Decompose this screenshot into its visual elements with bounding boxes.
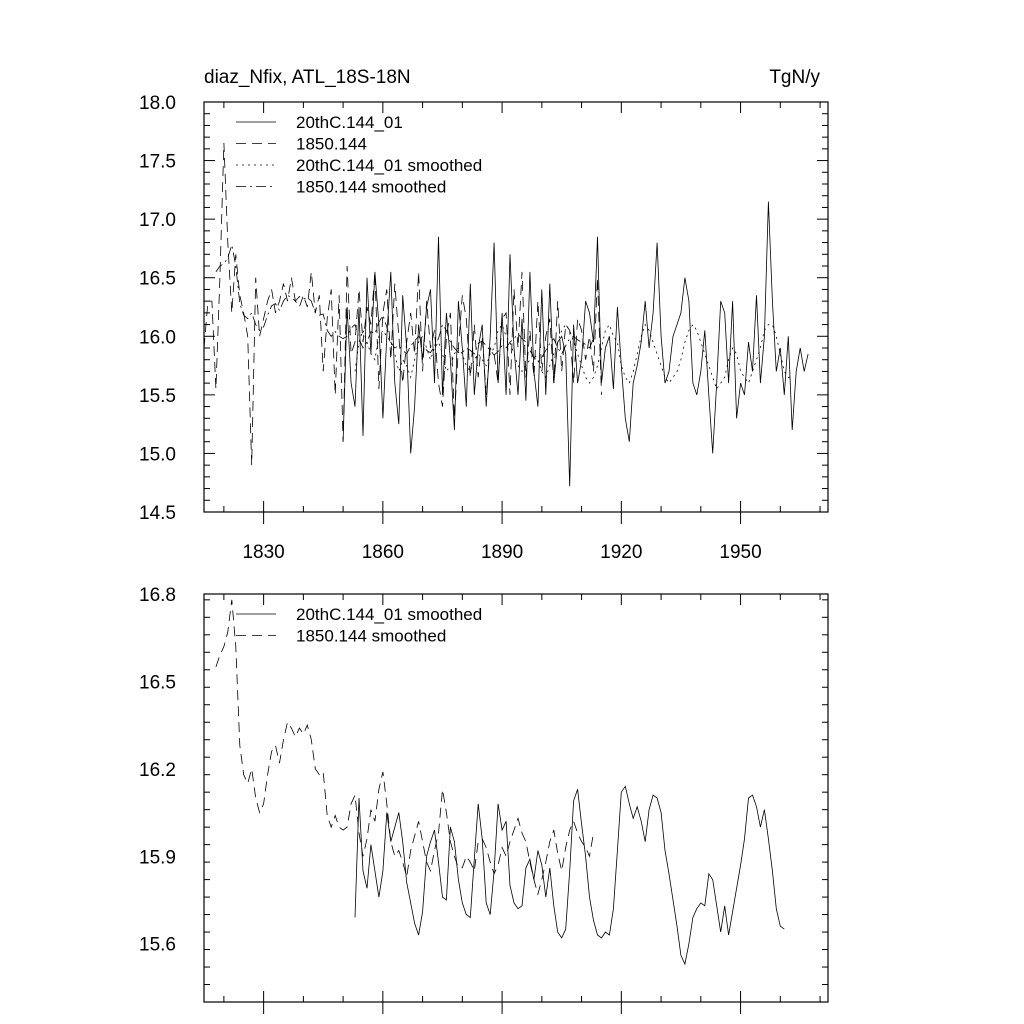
bottom-y-tick-label: 15.6 [139,935,176,956]
top-y-tick-label: 17.5 [139,152,176,173]
top-x-tick-label: 1920 [600,542,642,563]
bottom-series-20thc-144-01-smoothed [354,785,785,966]
bottom-plot-frame [203,593,829,1003]
top-x-tick-label: 1860 [362,542,404,563]
top-y-tick-label: 15.0 [139,444,176,465]
top-x-tick-label: 1890 [481,542,523,563]
top-legend-label: 1850.144 smoothed [296,178,446,197]
bottom-y-tick-label: 16.8 [139,585,176,606]
top-y-tick-label: 18.0 [139,93,176,114]
bottom-y-tick-label: 16.2 [139,760,176,781]
bottom-legend-label: 20thC.144_01 smoothed [296,605,482,624]
top-legend-label: 20thC.144_01 smoothed [296,156,482,175]
top-series-group [204,142,809,487]
top-x-tick-label: 1830 [242,542,284,563]
bottom-y-tick-label: 16.5 [139,672,176,693]
top-y-tick-label: 16.0 [139,327,176,348]
top-legend-label: 1850.144 [296,135,367,154]
top-series-1850-144 [204,142,602,466]
top-units-label: TgN/y [769,67,820,88]
top-title: diaz_Nfix, ATL_18S-18N [204,67,411,88]
top-series-20thc-144-01-smoothed [354,323,793,390]
top-y-tick-label: 14.5 [139,503,176,524]
bottom-legend-label: 1850.144 smoothed [296,627,446,646]
bottom-series-1850-144-smoothed [215,599,594,896]
top-series-1850-144-smoothed [215,244,594,363]
top-y-tick-label: 16.5 [139,269,176,290]
top-legend-label: 20thC.144_01 [296,113,403,132]
top-series-20thc-144-01 [342,201,809,487]
top-y-tick-label: 17.0 [139,210,176,231]
bottom-y-tick-label: 15.9 [139,847,176,868]
top-plot-frame [203,101,829,513]
bottom-panel: 15.6 15.9 16.2 16.5 16.8 20thC.144_01 smoothe… [139,585,829,1014]
top-x-tick-label: 1950 [719,542,761,563]
top-panel: diaz_Nfix, ATL_18S-18N TgN/y 1830 1860 189… [139,67,829,563]
bottom-series-group [215,599,785,966]
top-y-tick-label: 15.5 [139,386,176,407]
